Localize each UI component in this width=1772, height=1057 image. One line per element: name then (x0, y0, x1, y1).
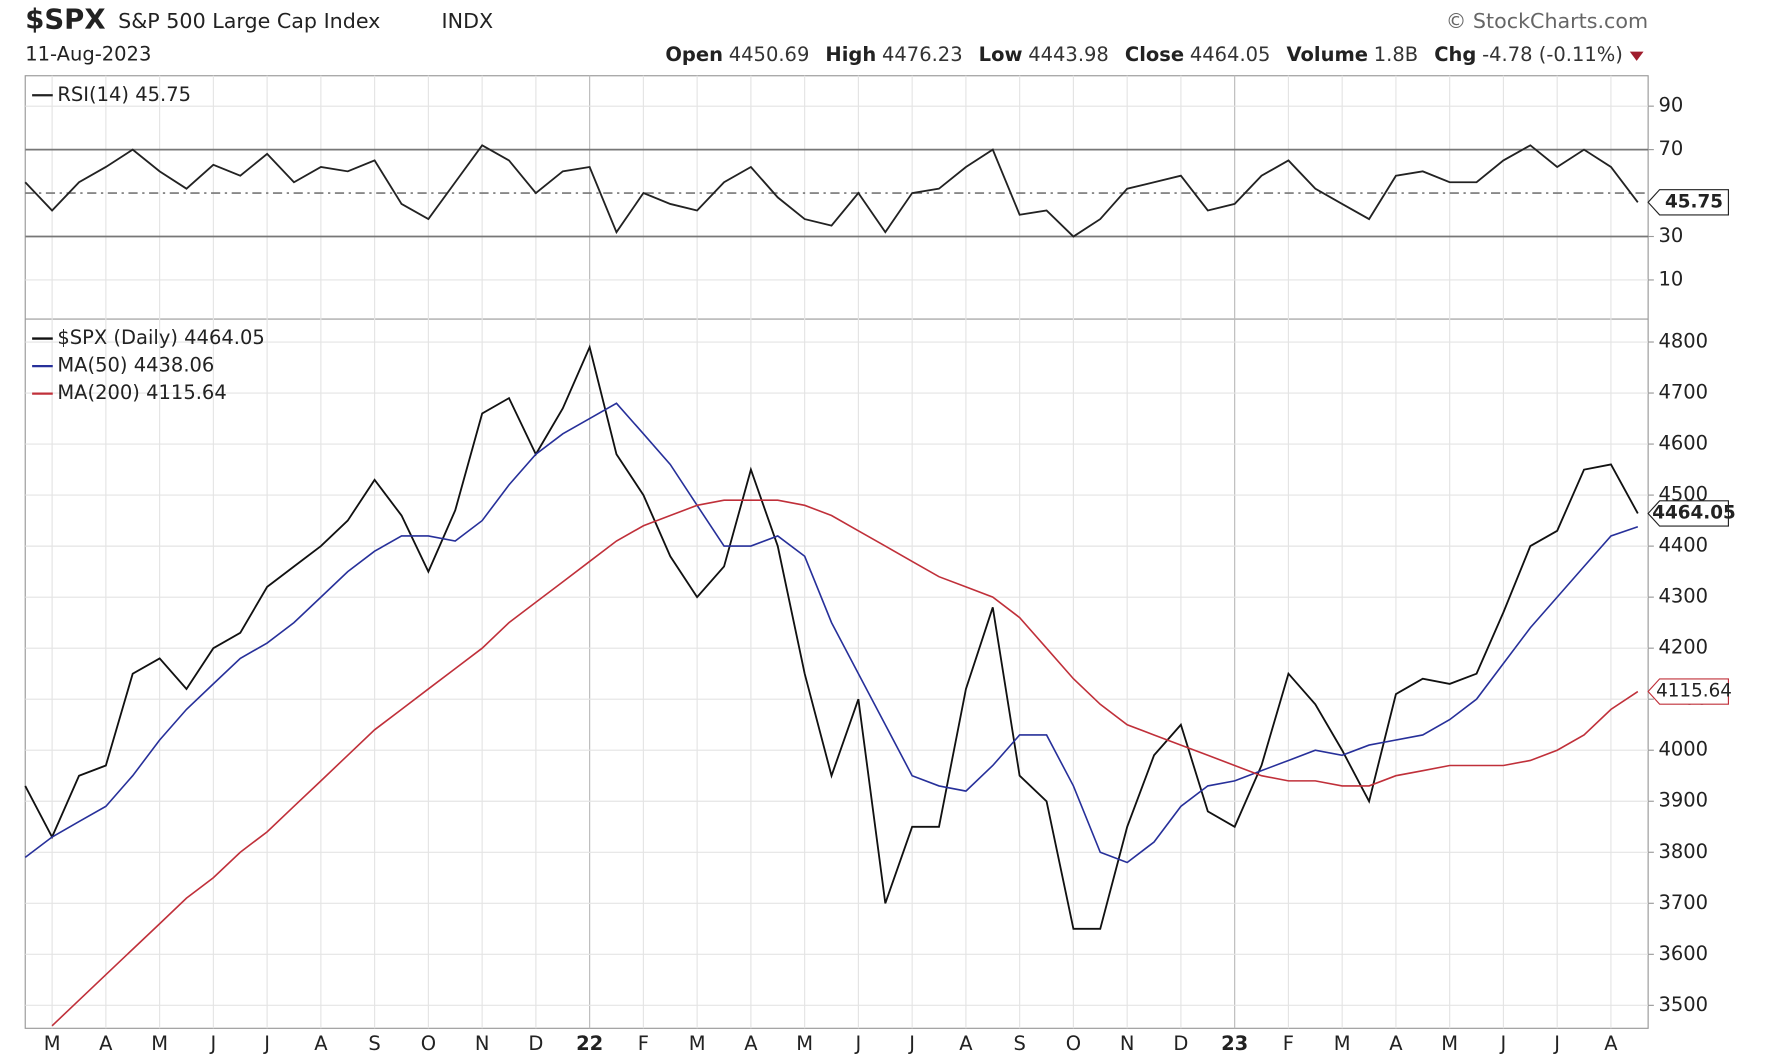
legend-entry: RSI(14) 45.75 (57, 83, 191, 106)
x-tick-label: A (1389, 1032, 1403, 1055)
y-tick-label: 3900 (1658, 789, 1708, 812)
y-tick-label: 4200 (1658, 636, 1708, 659)
x-tick-label: J (262, 1032, 270, 1055)
x-tick-label: M (151, 1032, 168, 1055)
down-arrow (1629, 51, 1644, 61)
stat-value: 4464.05 (1190, 43, 1271, 66)
x-tick-label: M (796, 1032, 813, 1055)
exchange: INDX (442, 9, 494, 33)
end-label: 4464.05 (1652, 502, 1736, 523)
series-line (51, 499, 1639, 1027)
stat-label: High (825, 43, 876, 66)
x-tick-label: A (99, 1032, 113, 1055)
y-tick-label: 70 (1658, 137, 1683, 160)
end-label: 45.75 (1665, 191, 1723, 212)
series-line (24, 402, 1639, 864)
x-tick-label: M (1441, 1032, 1458, 1055)
x-tick-label: N (475, 1032, 490, 1055)
x-tick-label: D (1173, 1032, 1188, 1055)
stats: Open 4450.69 High 4476.23 Low 4443.98 Close 446… (665, 43, 1623, 66)
y-tick-label: 4700 (1658, 381, 1708, 404)
symbol: $SPX (25, 4, 105, 36)
y-tick-label: 90 (1658, 94, 1683, 117)
end-label-box (1647, 678, 1729, 705)
legend-entry: MA(200) 4115.64 (57, 381, 226, 404)
stat-value: 4476.23 (882, 43, 963, 66)
y-tick-label: 4500 (1658, 483, 1708, 506)
x-tick-label: M (44, 1032, 61, 1055)
x-tick-label: N (1120, 1032, 1135, 1055)
x-tick-label: S (1013, 1032, 1025, 1055)
stat-label: Chg (1434, 43, 1476, 66)
y-tick-label: 3800 (1658, 840, 1708, 863)
y-tick-label: 4400 (1658, 534, 1708, 557)
x-tick-label: D (528, 1032, 543, 1055)
end-label-box (1647, 500, 1729, 527)
x-tick-label: A (314, 1032, 328, 1055)
legend-entry: $SPX (Daily) 4464.05 (57, 326, 264, 349)
x-tick-label: 22 (576, 1032, 603, 1055)
end-label-box (1647, 189, 1729, 216)
x-tick-label: A (959, 1032, 973, 1055)
y-tick-label: 4800 (1658, 330, 1708, 353)
x-tick-label: J (208, 1032, 216, 1055)
stat-value: -4.78 (-0.11%) (1482, 43, 1623, 66)
series-line (24, 144, 1639, 238)
stat-label: Close (1125, 43, 1184, 66)
frame (24, 75, 1649, 1029)
x-tick-label: F (638, 1032, 649, 1055)
x-tick-label: 23 (1221, 1032, 1248, 1055)
end-label: 4115.64 (1656, 681, 1732, 702)
stat-value: 1.8B (1374, 43, 1418, 66)
x-tick-label: O (421, 1032, 436, 1055)
stat-value: 4443.98 (1028, 43, 1109, 66)
index-name: S&P 500 Large Cap Index (118, 9, 380, 33)
x-tick-label: M (689, 1032, 706, 1055)
x-tick-label: F (1283, 1032, 1294, 1055)
y-tick-label: 3600 (1658, 942, 1708, 965)
y-tick-label: 3700 (1658, 891, 1708, 914)
x-tick-label: J (854, 1032, 862, 1055)
series-line (24, 344, 1639, 930)
y-tick-label: 30 (1658, 224, 1683, 247)
x-tick-label: A (744, 1032, 758, 1055)
stat-label: Low (979, 43, 1023, 66)
y-tick-label: 4600 (1658, 432, 1708, 455)
y-tick-label: 4300 (1658, 585, 1708, 608)
y-tick-label: 3500 (1658, 993, 1708, 1016)
stat-label: Volume (1287, 43, 1369, 66)
source: © StockCharts.com (1446, 9, 1648, 33)
y-tick-label: 10 (1658, 267, 1683, 290)
x-tick-label: J (1552, 1032, 1560, 1055)
x-tick-label: J (1499, 1032, 1507, 1055)
x-tick-label: O (1066, 1032, 1081, 1055)
date: 11-Aug-2023 (25, 43, 151, 66)
legend-entry: MA(50) 4438.06 (57, 354, 214, 377)
x-tick-label: M (1334, 1032, 1351, 1055)
stat-value: 4450.69 (729, 43, 810, 66)
y-tick-label: 4000 (1658, 738, 1708, 761)
x-tick-label: A (1604, 1032, 1618, 1055)
stat-label: Open (665, 43, 723, 66)
x-tick-label: J (907, 1032, 915, 1055)
x-tick-label: S (368, 1032, 380, 1055)
